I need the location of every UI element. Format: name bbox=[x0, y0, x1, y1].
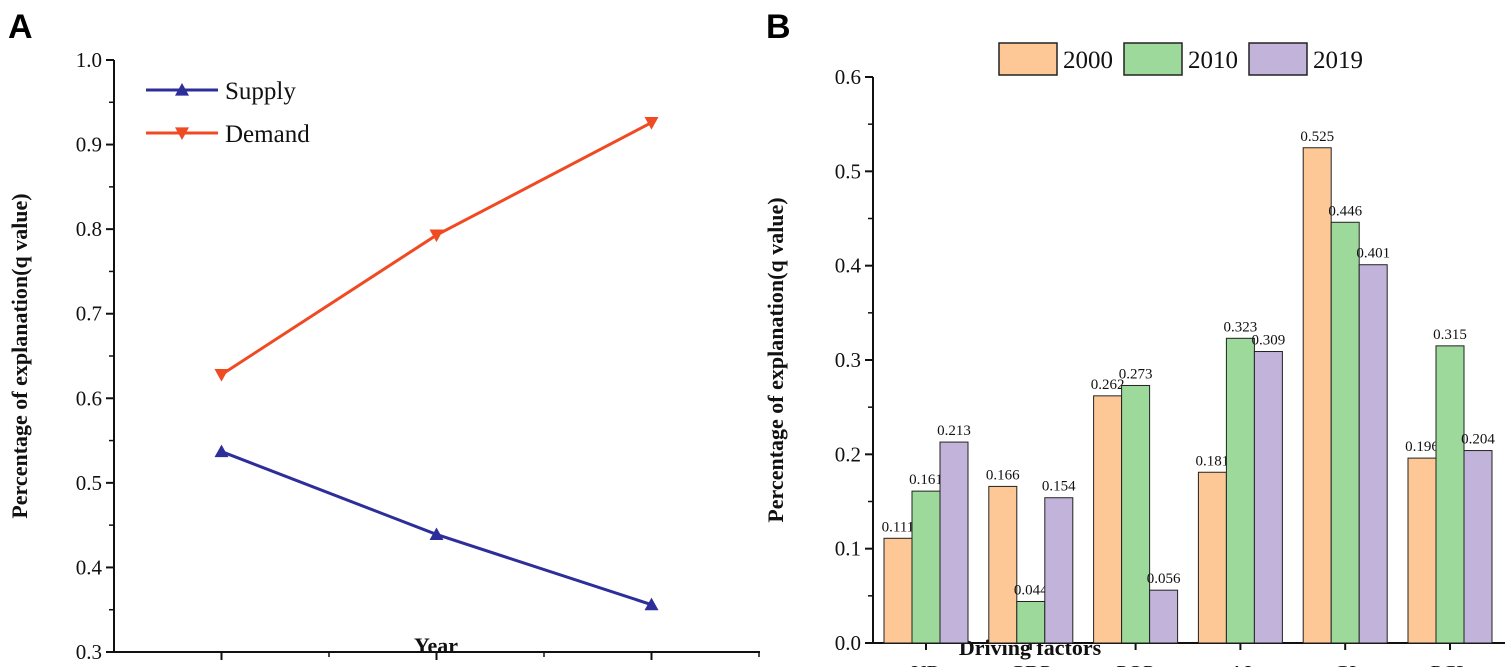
data-label: 0.166 bbox=[986, 467, 1020, 483]
line-chart-a: Year Percentage of explanation(q value) … bbox=[7, 48, 760, 664]
data-label: 0.525 bbox=[1300, 129, 1334, 145]
data-label: 0.204 bbox=[1461, 432, 1495, 448]
y-tick-label-a: 0.7 bbox=[76, 302, 102, 326]
legend-marker-supply bbox=[175, 83, 189, 96]
y-tick-label-a: 0.8 bbox=[76, 217, 102, 241]
legend-label-supply: Supply bbox=[225, 78, 296, 105]
bar-2019-pcl bbox=[1463, 450, 1493, 644]
y-tick-label-b: 0.4 bbox=[835, 254, 862, 278]
bar-2010-pcl bbox=[1435, 345, 1465, 644]
bar-2010-pop bbox=[1121, 384, 1151, 644]
data-label: 0.213 bbox=[937, 423, 971, 439]
data-label: 0.181 bbox=[1196, 453, 1230, 469]
data-label: 0.111 bbox=[882, 519, 915, 535]
bar-2010-gi bbox=[1330, 221, 1360, 644]
y-tick-label-a: 0.3 bbox=[76, 640, 102, 664]
bar-2000-pop bbox=[1093, 395, 1123, 644]
bar-2000-ur bbox=[883, 537, 913, 644]
bar-2000-pcl bbox=[1407, 457, 1437, 644]
bar-2000-gi bbox=[1302, 147, 1332, 644]
x-tick-label-b: POP bbox=[1116, 661, 1155, 667]
y-tick-label-b: 0.1 bbox=[835, 537, 861, 561]
data-label: 0.446 bbox=[1328, 203, 1362, 219]
data-label: 0.309 bbox=[1252, 333, 1286, 349]
legend-label-demand: Demand bbox=[225, 121, 310, 148]
panel-label-b: B bbox=[766, 8, 791, 46]
legend-swatch-2010 bbox=[1123, 42, 1183, 76]
y-tick-label-a: 0.5 bbox=[76, 471, 102, 495]
bar-chart-b: Driving factors Percentage of explanatio… bbox=[763, 42, 1505, 667]
data-label: 0.315 bbox=[1433, 327, 1467, 343]
data-label: 0.161 bbox=[909, 472, 943, 488]
data-point-demand bbox=[644, 116, 659, 130]
legend-marker-demand bbox=[175, 127, 189, 140]
y-tick-label-a: 0.6 bbox=[76, 386, 102, 410]
data-label: 0.262 bbox=[1091, 377, 1125, 393]
x-tick-label-b: PCL bbox=[1431, 661, 1470, 667]
y-tick-label-a: 1.0 bbox=[76, 48, 102, 72]
legend-label-2000: 2000 bbox=[1063, 47, 1113, 74]
data-point-demand bbox=[429, 229, 444, 243]
bar-2010-gdp bbox=[1016, 600, 1046, 644]
panel-label-a: A bbox=[8, 8, 33, 46]
data-point-demand bbox=[214, 369, 229, 382]
y-tick-label-b: 0.0 bbox=[835, 631, 861, 655]
legend-label-2010: 2010 bbox=[1188, 47, 1238, 74]
x-tick-label-b: AI bbox=[1229, 661, 1251, 667]
y-tick-label-a: 0.9 bbox=[76, 133, 102, 157]
x-tick-label-b: GI bbox=[1334, 661, 1356, 667]
bar-2019-pop bbox=[1149, 589, 1179, 644]
data-label: 0.273 bbox=[1119, 366, 1153, 382]
legend-label-2019: 2019 bbox=[1313, 47, 1363, 74]
bar-2019-ai bbox=[1253, 351, 1283, 644]
data-label: 0.154 bbox=[1042, 479, 1076, 495]
y-tick-label-a: 0.4 bbox=[76, 555, 103, 579]
bar-2010-ai bbox=[1225, 337, 1255, 644]
data-label: 0.401 bbox=[1356, 246, 1390, 262]
y-tick-label-b: 0.3 bbox=[835, 348, 861, 372]
data-label: 0.056 bbox=[1147, 571, 1181, 587]
series-line-demand bbox=[220, 121, 653, 376]
bar-2019-ur bbox=[939, 441, 969, 644]
y-tick-label-b: 0.2 bbox=[835, 442, 861, 466]
data-label: 0.323 bbox=[1224, 319, 1258, 335]
bar-2000-gdp bbox=[988, 485, 1018, 644]
y-tick-label-b: 0.6 bbox=[835, 65, 861, 89]
x-tick-label-b: UR bbox=[911, 661, 940, 667]
legend-swatch-2000 bbox=[998, 42, 1058, 76]
data-label: 0.196 bbox=[1405, 439, 1439, 455]
y-axis-title-a: Percentage of explanation(q value) bbox=[7, 193, 32, 518]
y-tick-label-b: 0.5 bbox=[835, 159, 861, 183]
bar-2019-gi bbox=[1358, 264, 1388, 644]
data-label: 0.044 bbox=[1014, 582, 1048, 598]
bar-2010-ur bbox=[911, 490, 941, 644]
bar-2000-ai bbox=[1197, 471, 1227, 644]
data-point-supply bbox=[214, 444, 229, 458]
data-point-supply bbox=[644, 597, 659, 611]
bar-2019-gdp bbox=[1044, 497, 1074, 644]
data-point-supply bbox=[429, 527, 444, 541]
legend-swatch-2019 bbox=[1248, 42, 1308, 76]
y-axis-title-b: Percentage of explanation(q value) bbox=[763, 197, 788, 522]
x-tick-label-b: GDP bbox=[1010, 661, 1052, 667]
